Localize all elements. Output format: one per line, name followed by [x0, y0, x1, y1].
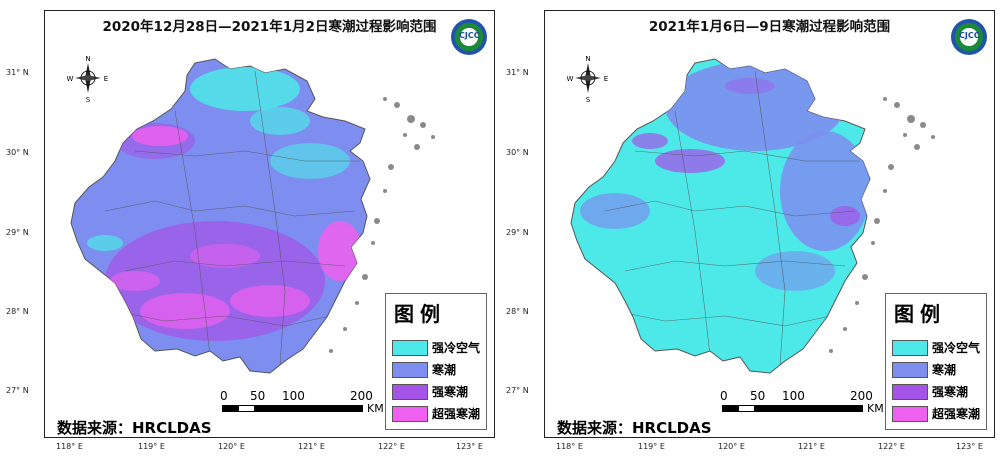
cjcc-logo: CJCC: [451, 19, 487, 55]
map-title: 2021年1月6日—9日寒潮过程影响范围: [648, 19, 891, 35]
scale-tick: 200: [350, 389, 373, 403]
map-panel-right: 2021年1月6日—9日寒潮过程影响范围 N S W E CJCC 图例 强冷空…: [500, 0, 995, 466]
legend-item: 强冷空气: [392, 338, 484, 356]
lat-label: 27° N: [506, 386, 529, 395]
legend-label: 超强寒潮: [432, 407, 481, 421]
legend-label: 强冷空气: [432, 341, 481, 355]
lon-label: 121° E: [298, 442, 325, 451]
scale-bar: 0 50 100 200 KM: [720, 389, 884, 429]
lon-label: 123° E: [456, 442, 483, 451]
compass-s: S: [586, 96, 591, 103]
legend: 图例 强冷空气 寒潮 强寒潮 超强寒潮: [385, 293, 487, 430]
compass-w: W: [567, 75, 574, 83]
legend-label: 超强寒潮: [932, 407, 981, 421]
legend: 图例 强冷空气 寒潮 强寒潮 超强寒潮: [885, 293, 987, 430]
compass-s: S: [86, 96, 91, 103]
scale-tick: 50: [250, 389, 266, 403]
scale-tick: 50: [750, 389, 766, 403]
lat-label: 30° N: [506, 148, 529, 157]
logo-text: CJCC: [459, 31, 480, 40]
legend-swatch: [892, 362, 928, 378]
lon-label: 119° E: [638, 442, 665, 451]
map-title: 2020年12月28日—2021年1月2日寒潮过程影响范围: [102, 19, 437, 35]
scale-tick: 200: [850, 389, 873, 403]
legend-item: 寒潮: [392, 360, 484, 378]
map-canvas-right: [570, 58, 935, 374]
legend-swatch: [892, 406, 928, 422]
legend-item: 强冷空气: [892, 338, 984, 356]
scale-tick: 100: [282, 389, 305, 403]
legend-item: 超强寒潮: [392, 404, 484, 422]
scale-unit: KM: [367, 402, 384, 415]
compass-n: N: [85, 55, 90, 63]
lon-label: 120° E: [218, 442, 245, 451]
legend-swatch: [392, 406, 428, 422]
lat-label: 29° N: [6, 228, 29, 237]
scale-tick: 0: [720, 389, 728, 403]
legend-title: 图例: [394, 302, 446, 326]
legend-swatch: [392, 384, 428, 400]
legend-label: 强冷空气: [932, 341, 981, 355]
legend-title: 图例: [894, 302, 946, 326]
cjcc-logo: CJCC: [951, 19, 987, 55]
lat-label: 29° N: [506, 228, 529, 237]
legend-item: 寒潮: [892, 360, 984, 378]
legend-swatch: [892, 340, 928, 356]
data-source-label: 数据来源：HRCLDAS: [57, 419, 212, 437]
lat-label: 28° N: [6, 307, 29, 316]
north-arrow-icon: N S W E: [67, 55, 108, 103]
lon-label: 118° E: [556, 442, 583, 451]
scale-tick: 100: [782, 389, 805, 403]
compass-e: E: [104, 75, 108, 83]
lon-label: 121° E: [798, 442, 825, 451]
lon-label: 119° E: [138, 442, 165, 451]
lat-label: 28° N: [506, 307, 529, 316]
lon-label: 118° E: [56, 442, 83, 451]
lat-label: 31° N: [6, 68, 29, 77]
legend-label: 强寒潮: [432, 385, 469, 399]
scale-tick: 0: [220, 389, 228, 403]
legend-swatch: [392, 362, 428, 378]
map-canvas-left: [70, 58, 435, 374]
legend-swatch: [392, 340, 428, 356]
scale-unit: KM: [867, 402, 884, 415]
scale-bar: 0 50 100 200 KM: [220, 389, 384, 429]
lat-label: 27° N: [6, 386, 29, 395]
map-frame: 2021年1月6日—9日寒潮过程影响范围 N S W E CJCC 图例 强冷空…: [544, 10, 995, 438]
compass-n: N: [585, 55, 590, 63]
legend-item: 超强寒潮: [892, 404, 984, 422]
legend-swatch: [892, 384, 928, 400]
legend-label: 寒潮: [432, 363, 457, 377]
lon-label: 122° E: [378, 442, 405, 451]
legend-label: 强寒潮: [932, 385, 969, 399]
legend-item: 强寒潮: [892, 382, 984, 400]
lon-label: 122° E: [878, 442, 905, 451]
lat-label: 30° N: [6, 148, 29, 157]
compass-e: E: [604, 75, 608, 83]
north-arrow-icon: N S W E: [567, 55, 608, 103]
lat-label: 31° N: [506, 68, 529, 77]
legend-item: 强寒潮: [392, 382, 484, 400]
lon-label: 120° E: [718, 442, 745, 451]
legend-label: 寒潮: [932, 363, 957, 377]
map-frame: 2020年12月28日—2021年1月2日寒潮过程影响范围 N S W E CJ…: [44, 10, 495, 438]
lon-label: 123° E: [956, 442, 983, 451]
data-source-label: 数据来源：HRCLDAS: [557, 419, 712, 437]
compass-w: W: [67, 75, 74, 83]
logo-text: CJCC: [959, 31, 980, 40]
map-panel-left: 2020年12月28日—2021年1月2日寒潮过程影响范围 N S W E CJ…: [0, 0, 495, 466]
